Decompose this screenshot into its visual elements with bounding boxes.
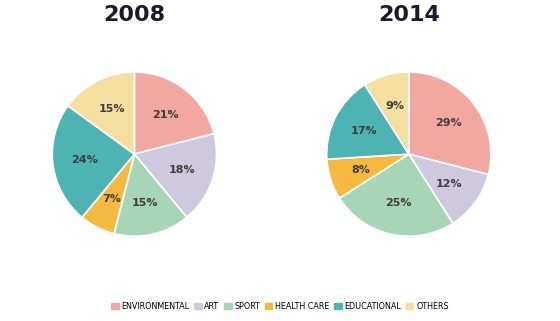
Wedge shape [134,72,214,154]
Wedge shape [134,134,217,217]
Text: 18%: 18% [169,165,195,175]
Wedge shape [82,154,134,234]
Text: 7%: 7% [102,194,121,204]
Wedge shape [409,72,491,175]
Title: 2008: 2008 [104,4,165,25]
Text: 12%: 12% [436,178,463,188]
Wedge shape [365,72,409,154]
Text: 15%: 15% [132,198,158,208]
Text: 15%: 15% [99,104,125,115]
Wedge shape [52,106,134,217]
Text: 24%: 24% [71,155,98,165]
Text: 29%: 29% [435,118,462,128]
Text: 9%: 9% [385,101,404,111]
Wedge shape [339,154,453,236]
Text: 8%: 8% [352,165,371,175]
Legend: ENVIRONMENTAL, ART, SPORT, HEALTH CARE, EDUCATIONAL, OTHERS: ENVIRONMENTAL, ART, SPORT, HEALTH CARE, … [108,298,452,314]
Text: 25%: 25% [385,198,411,208]
Text: 17%: 17% [351,126,377,136]
Wedge shape [68,72,134,154]
Wedge shape [326,85,409,159]
Title: 2014: 2014 [378,4,440,25]
Wedge shape [327,154,409,198]
Wedge shape [409,154,488,223]
Wedge shape [114,154,186,236]
Text: 21%: 21% [152,109,179,119]
